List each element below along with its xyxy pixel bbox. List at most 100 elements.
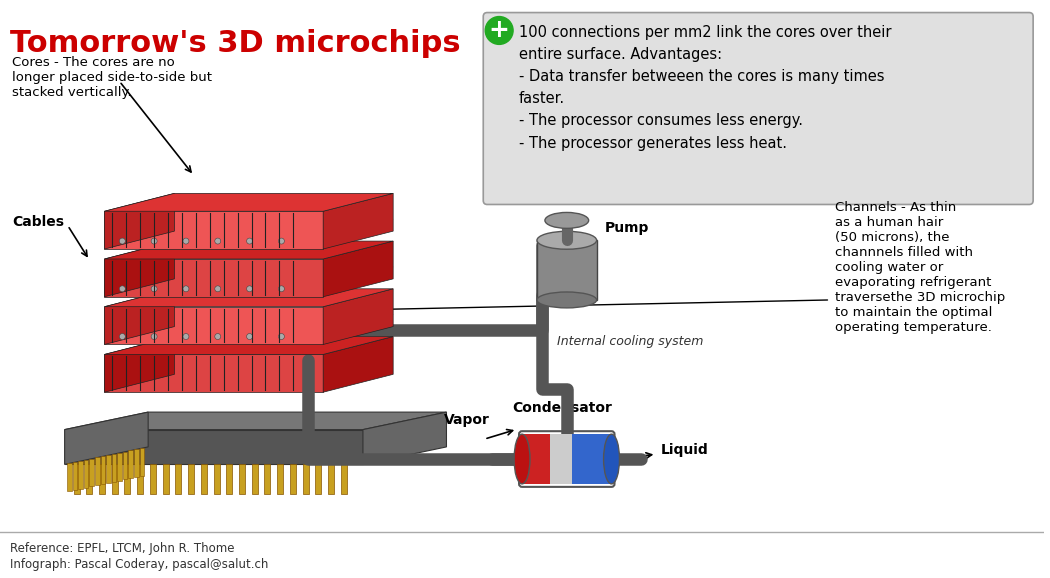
Polygon shape [550,434,572,484]
Circle shape [120,238,125,244]
Text: Pump: Pump [605,221,649,235]
Polygon shape [175,464,182,494]
Polygon shape [150,464,155,494]
Circle shape [278,286,285,292]
Polygon shape [140,448,144,476]
Polygon shape [125,464,130,494]
Polygon shape [67,463,71,491]
Circle shape [118,332,127,342]
Text: 100 connections per mm2 link the cores over their
entire surface. Advantages:
- : 100 connections per mm2 link the cores o… [519,24,891,150]
Polygon shape [323,241,393,297]
Text: Reference: EPFL, LTCM, John R. Thome: Reference: EPFL, LTCM, John R. Thome [9,542,234,554]
Polygon shape [302,464,309,494]
Circle shape [213,284,223,294]
Polygon shape [104,237,323,245]
Circle shape [276,284,287,294]
Polygon shape [163,464,169,494]
Polygon shape [101,456,105,484]
Polygon shape [323,194,393,249]
Polygon shape [572,434,611,484]
Circle shape [245,332,254,342]
Polygon shape [74,464,80,494]
Text: Vapor: Vapor [444,413,490,427]
Ellipse shape [537,292,596,308]
Circle shape [181,284,191,294]
Polygon shape [104,219,393,237]
Circle shape [485,17,513,45]
Circle shape [247,334,253,339]
Polygon shape [188,464,194,494]
Polygon shape [134,449,139,477]
Polygon shape [329,464,334,494]
Text: Infograph: Pascal Coderay, pascal@salut.ch: Infograph: Pascal Coderay, pascal@salut.… [9,558,269,572]
Circle shape [149,236,160,246]
Polygon shape [86,464,92,494]
Circle shape [278,238,285,244]
Polygon shape [277,464,284,494]
Polygon shape [65,412,148,464]
Circle shape [151,238,158,244]
Text: Condensator: Condensator [511,401,612,416]
Polygon shape [89,458,93,487]
Polygon shape [84,460,88,488]
Circle shape [183,334,189,339]
Polygon shape [227,464,232,494]
Circle shape [183,286,189,292]
Ellipse shape [604,434,620,484]
Circle shape [245,284,254,294]
Text: Liquid: Liquid [662,443,709,457]
FancyBboxPatch shape [483,13,1033,205]
Polygon shape [341,464,346,494]
Polygon shape [104,259,323,297]
Polygon shape [265,464,271,494]
Polygon shape [104,241,174,297]
Polygon shape [290,464,296,494]
Circle shape [181,332,191,342]
Polygon shape [104,194,174,249]
Circle shape [278,334,285,339]
Circle shape [215,334,220,339]
Polygon shape [522,434,550,484]
Polygon shape [111,464,118,494]
Polygon shape [104,289,393,307]
Text: Cores - The cores are no
longer placed side-to-side but
stacked vertically.: Cores - The cores are no longer placed s… [12,56,212,99]
Polygon shape [104,307,323,344]
Text: Channels - As thin
as a human hair
(50 microns), the
channnels filled with
cooli: Channels - As thin as a human hair (50 m… [835,201,1006,334]
Circle shape [247,238,253,244]
Circle shape [181,236,191,246]
Polygon shape [138,464,143,494]
Circle shape [149,332,160,342]
Ellipse shape [545,213,589,228]
Polygon shape [96,457,100,486]
Text: Cables: Cables [12,216,64,229]
Polygon shape [537,240,596,300]
Polygon shape [104,314,393,332]
Text: +: + [488,18,509,42]
Polygon shape [323,336,393,392]
Polygon shape [118,453,122,480]
Polygon shape [323,289,393,344]
Ellipse shape [537,231,596,249]
Circle shape [215,238,220,244]
Circle shape [183,238,189,244]
Circle shape [149,284,160,294]
Circle shape [247,286,253,292]
Polygon shape [363,412,446,464]
Circle shape [118,284,127,294]
Polygon shape [104,211,323,249]
Polygon shape [99,464,105,494]
Polygon shape [104,267,393,285]
Polygon shape [104,332,323,340]
Polygon shape [123,451,127,479]
Polygon shape [104,336,393,354]
Polygon shape [79,461,83,489]
Polygon shape [128,450,133,478]
Polygon shape [65,412,446,429]
Polygon shape [239,464,245,494]
Polygon shape [104,289,174,344]
Polygon shape [104,285,323,293]
Polygon shape [104,194,393,211]
Polygon shape [111,454,117,481]
Polygon shape [104,241,393,259]
Polygon shape [106,455,110,483]
